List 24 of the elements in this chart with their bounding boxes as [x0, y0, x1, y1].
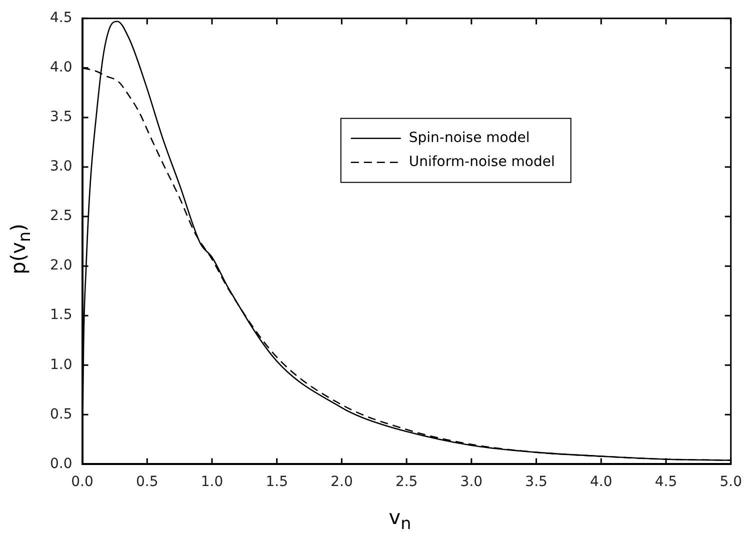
y-tick-label: 0.0 — [50, 456, 72, 472]
x-tick-label: 2.0 — [330, 474, 353, 490]
x-tick-label: 1.5 — [266, 474, 288, 490]
x-axis-title: v$_{n}$ — [388, 505, 412, 533]
legend-label: Uniform-noise model — [408, 154, 555, 170]
x-tick-label: 1.0 — [200, 474, 224, 490]
y-tick-label: 3.0 — [50, 158, 72, 175]
x-tick-label: 5.0 — [720, 474, 742, 490]
x-tick-label: 2.5 — [395, 474, 418, 490]
x-tick-label: 4.5 — [654, 474, 678, 490]
x-tick-label: 4.0 — [590, 474, 612, 490]
x-tick-label: 3.0 — [460, 474, 483, 490]
x-tick-label: 0.5 — [136, 474, 158, 490]
y-tick-label: 3.5 — [50, 109, 72, 126]
y-tick-label: 0.5 — [50, 406, 72, 422]
x-tick-label: 3.5 — [525, 474, 548, 490]
y-tick-label: 2.0 — [50, 258, 72, 274]
legend-label: Spin-noise model — [408, 130, 530, 146]
y-tick-label: 4.0 — [50, 60, 72, 76]
y-tick-label: 4.5 — [50, 10, 72, 26]
y-tick-label: 1.0 — [50, 356, 72, 373]
x-tick-label: 0.0 — [71, 474, 94, 490]
y-tick-label: 1.5 — [50, 307, 72, 324]
y-tick-label: 2.5 — [50, 208, 72, 224]
